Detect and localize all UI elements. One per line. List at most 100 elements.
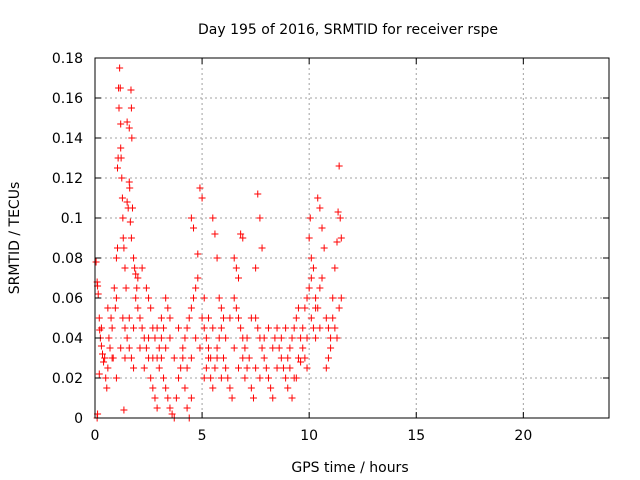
data-point: [97, 342, 105, 350]
data-point: [290, 374, 298, 382]
data-point: [162, 344, 170, 352]
data-point: [316, 324, 324, 332]
data-point: [111, 304, 119, 312]
y-tick-label: 0.02: [52, 371, 83, 387]
y-tick-label: 0.1: [61, 211, 83, 227]
data-point: [306, 214, 314, 222]
data-point: [336, 214, 344, 222]
y-tick-label: 0.18: [52, 51, 83, 67]
data-point: [92, 258, 100, 266]
data-point: [228, 394, 236, 402]
data-point: [134, 304, 142, 312]
y-tick-label: 0.06: [52, 291, 83, 307]
data-point: [97, 324, 105, 332]
data-point: [337, 294, 345, 302]
data-point: [121, 354, 129, 362]
data-point: [205, 344, 213, 352]
data-point: [118, 194, 126, 202]
data-point: [241, 344, 249, 352]
data-point: [115, 104, 123, 112]
data-point: [200, 294, 208, 302]
data-point: [196, 184, 204, 192]
data-point: [117, 120, 125, 128]
y-axis-label: SRMTID / TECUs: [7, 182, 23, 295]
data-point: [127, 104, 135, 112]
data-point: [194, 274, 202, 282]
data-point: [183, 324, 191, 332]
data-point: [232, 304, 240, 312]
data-point: [217, 324, 225, 332]
data-point: [175, 324, 183, 332]
data-point: [119, 314, 127, 322]
data-point: [140, 364, 148, 372]
data-point: [288, 394, 296, 402]
data-point: [258, 244, 266, 252]
data-point: [168, 410, 176, 418]
data-point: [119, 234, 127, 242]
data-point: [324, 324, 332, 332]
data-point: [105, 334, 113, 342]
data-point: [234, 274, 242, 282]
data-point: [211, 230, 219, 238]
data-point: [125, 178, 133, 186]
data-point: [252, 264, 260, 272]
data-point: [335, 162, 343, 170]
data-point: [316, 284, 324, 292]
data-point: [209, 324, 217, 332]
data-point: [187, 394, 195, 402]
data-point: [142, 344, 150, 352]
data-point: [277, 334, 285, 342]
data-point: [121, 264, 129, 272]
data-point: [183, 404, 191, 412]
data-point: [123, 198, 131, 206]
data-point: [149, 384, 157, 392]
data-point: [157, 334, 165, 342]
data-point: [305, 284, 313, 292]
data-point: [126, 184, 134, 192]
data-point: [215, 294, 223, 302]
data-point: [243, 364, 251, 372]
data-point: [309, 324, 317, 332]
data-point: [120, 244, 128, 252]
data-point: [138, 264, 146, 272]
data-point: [305, 234, 313, 242]
data-point: [284, 384, 292, 392]
data-point: [172, 394, 180, 402]
data-point: [113, 164, 121, 172]
data-point: [130, 364, 138, 372]
data-point: [117, 344, 125, 352]
x-tick-label: 0: [91, 428, 100, 444]
data-point: [331, 264, 339, 272]
data-point: [324, 354, 332, 362]
data-point: [260, 334, 268, 342]
data-point: [294, 354, 302, 362]
data-point: [104, 364, 112, 372]
y-tick-label: 0.04: [52, 331, 83, 347]
data-point: [185, 314, 193, 322]
data-point: [94, 290, 102, 298]
data-point: [260, 354, 268, 362]
data-point: [232, 264, 240, 272]
data-point: [151, 394, 159, 402]
data-point: [329, 294, 337, 302]
data-point: [123, 118, 131, 126]
data-point: [122, 284, 130, 292]
data-point: [183, 364, 191, 372]
data-point: [134, 274, 142, 282]
data-point: [202, 334, 210, 342]
data-point: [209, 384, 217, 392]
data-point: [160, 324, 168, 332]
x-axis-label: GPS time / hours: [291, 460, 408, 476]
data-point: [151, 334, 159, 342]
data-point: [222, 364, 230, 372]
data-point: [166, 314, 174, 322]
data-point: [256, 374, 264, 382]
data-point: [286, 364, 294, 372]
data-point: [106, 344, 114, 352]
data-point: [177, 364, 185, 372]
data-point: [316, 204, 324, 212]
data-point: [130, 324, 138, 332]
data-point: [247, 384, 255, 392]
data-point: [271, 334, 279, 342]
